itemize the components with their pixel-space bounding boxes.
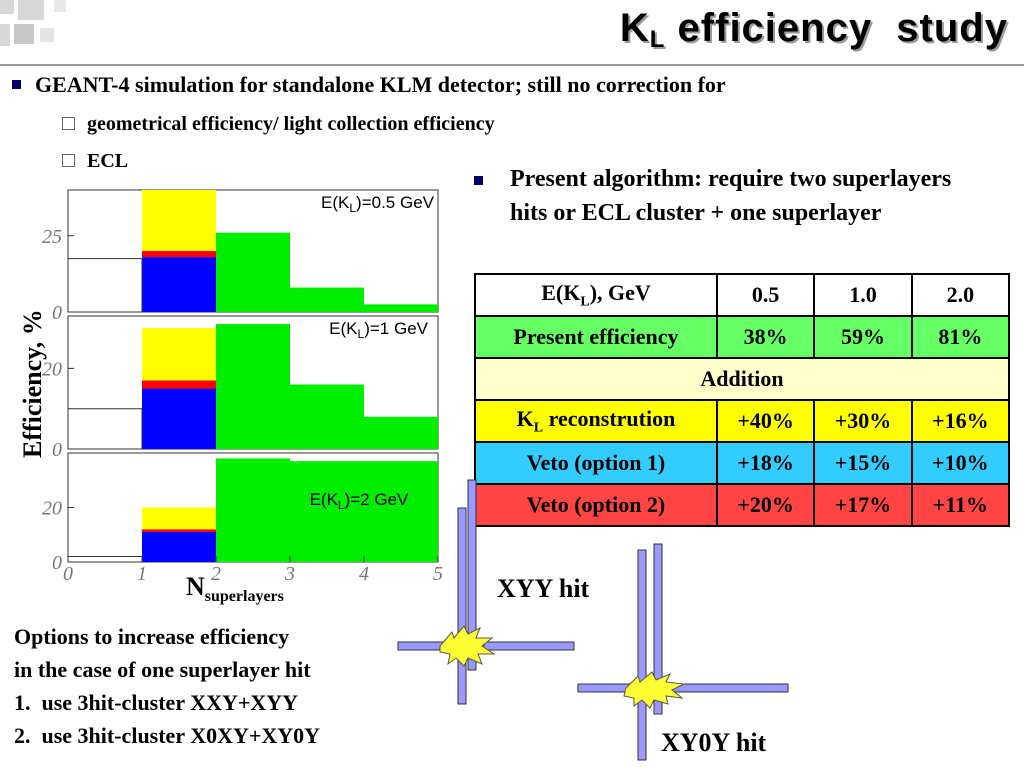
decor-square xyxy=(14,24,34,44)
x-tick-label: 1 xyxy=(137,563,147,585)
x-tick-label: 2 xyxy=(211,563,221,585)
table-row-present: Present efficiency 38% 59% 81% xyxy=(474,315,1011,359)
x-strip xyxy=(653,543,663,715)
options-line-1: Options to increase efficiency xyxy=(14,624,290,649)
page-title: KL efficiency study KL efficiency study xyxy=(619,6,1010,55)
decor-square xyxy=(40,28,54,42)
x-tick-label: 0 xyxy=(63,563,73,585)
efficiency-table: E(KL), GeV 0.5 1.0 2.0 Present efficienc… xyxy=(474,273,1011,527)
y-tick-label: 0 xyxy=(52,439,62,461)
bar-green xyxy=(364,304,438,312)
panel-label: E(KL)=2 GeV xyxy=(310,490,409,512)
bullet-sub-2: ECL xyxy=(62,150,128,173)
table-cell: +16% xyxy=(910,399,1011,443)
table-cell: 38% xyxy=(715,315,816,359)
bar-blue xyxy=(142,388,216,449)
table-cell: Veto (option 2) xyxy=(474,483,718,527)
table-cell: +11% xyxy=(910,483,1011,527)
hit-cluster-diagram xyxy=(397,479,789,761)
bullet-sub-1: geometrical efficiency/ light collection… xyxy=(62,113,495,136)
table-cell: 0.5 xyxy=(715,273,816,317)
options-item-2: 2. use 3hit-cluster X0XY+XY0Y xyxy=(14,723,321,748)
hit-spark-icon xyxy=(623,671,686,709)
bar-yellow xyxy=(142,328,216,381)
table-header-energy: E(KL), GeV xyxy=(474,273,718,317)
table-cell: +10% xyxy=(910,441,1011,485)
table-cell: +40% xyxy=(715,399,816,443)
y-tick-label: 0 xyxy=(52,302,62,324)
x-strip xyxy=(467,479,477,671)
options-text: Options to increase efficiency in the ca… xyxy=(14,620,320,752)
x-tick-label: 3 xyxy=(284,563,295,585)
x-axis-label: Nsuperlayers xyxy=(186,572,284,606)
x-strip xyxy=(457,507,467,705)
bar-green xyxy=(216,324,290,449)
y-strip xyxy=(483,641,575,651)
hollow-square-icon xyxy=(62,154,75,167)
table-cell: +17% xyxy=(813,483,913,527)
bullet-square-icon xyxy=(12,80,21,89)
options-line-2: in the case of one superlayer hit xyxy=(14,657,311,682)
table-cell: 59% xyxy=(813,315,913,359)
table-cell: +20% xyxy=(715,483,816,527)
title-bar xyxy=(0,0,1024,62)
bar-green xyxy=(364,416,438,449)
bar-red xyxy=(142,529,216,533)
table-cell: Present efficiency xyxy=(474,315,718,359)
bar-green xyxy=(290,384,364,449)
table-cell: Veto (option 1) xyxy=(474,441,718,485)
y-strip xyxy=(577,683,789,693)
bar-blue xyxy=(142,257,216,312)
table-row-veto-2: Veto (option 2) +20% +17% +11% xyxy=(474,483,1011,527)
bar-green xyxy=(216,458,290,562)
bar-red xyxy=(142,251,216,258)
label-xy0y-hit: XY0Y hit xyxy=(661,728,767,757)
bullet-square-icon xyxy=(474,176,483,185)
hollow-square-icon xyxy=(62,117,75,130)
table-cell: 2.0 xyxy=(910,273,1011,317)
table-cell: Addition xyxy=(474,357,1010,401)
x-tick-label: 5 xyxy=(433,563,443,585)
x-tick-label: 4 xyxy=(359,563,369,585)
table-cell: +15% xyxy=(813,441,913,485)
bullet-present-algorithm: Present algorithm: require two superlaye… xyxy=(474,162,994,230)
bar-green xyxy=(216,232,290,312)
decor-square xyxy=(18,0,44,20)
bar-yellow xyxy=(142,507,216,530)
hit-spark-icon xyxy=(439,625,496,667)
decor-square xyxy=(0,24,10,46)
y-tick-label: 25 xyxy=(42,226,62,248)
table-cell: 1.0 xyxy=(813,273,913,317)
x-strip xyxy=(637,549,647,761)
panel-label: E(KL)=0.5 GeV xyxy=(321,193,435,215)
bar-yellow xyxy=(142,190,216,251)
table-cell: KL reconstrution xyxy=(474,399,718,443)
decor-square xyxy=(0,0,14,14)
table-cell: 81% xyxy=(910,315,1011,359)
bar-blue xyxy=(142,532,216,562)
table-row-addition: Addition xyxy=(474,357,1010,401)
options-item-1: 1. use 3hit-cluster XXY+XYY xyxy=(14,690,299,715)
y-tick-label: 20 xyxy=(42,498,62,520)
y-axis-label: Efficiency, % xyxy=(18,309,47,458)
bullet-main: GEANT-4 simulation for standalone KLM de… xyxy=(12,72,726,98)
label-xyy-hit: XYY hit xyxy=(497,574,590,603)
bar-green xyxy=(290,287,364,312)
panel-label: E(KL)=1 GeV xyxy=(329,319,428,341)
title-divider xyxy=(0,64,1024,66)
y-tick-label: 0 xyxy=(52,552,62,574)
bar-green xyxy=(290,461,364,562)
table-cell: +30% xyxy=(813,399,913,443)
y-tick-label: 20 xyxy=(42,358,62,380)
decor-square xyxy=(54,0,66,12)
table-row-kl-reconstruction: KL reconstrution +40% +30% +16% xyxy=(474,399,1011,443)
table-row-veto-1: Veto (option 1) +18% +15% +10% xyxy=(474,441,1011,485)
table-header-row: E(KL), GeV 0.5 1.0 2.0 xyxy=(474,273,1011,317)
bar-red xyxy=(142,380,216,389)
bar-green xyxy=(364,461,438,562)
table-cell: +18% xyxy=(715,441,816,485)
